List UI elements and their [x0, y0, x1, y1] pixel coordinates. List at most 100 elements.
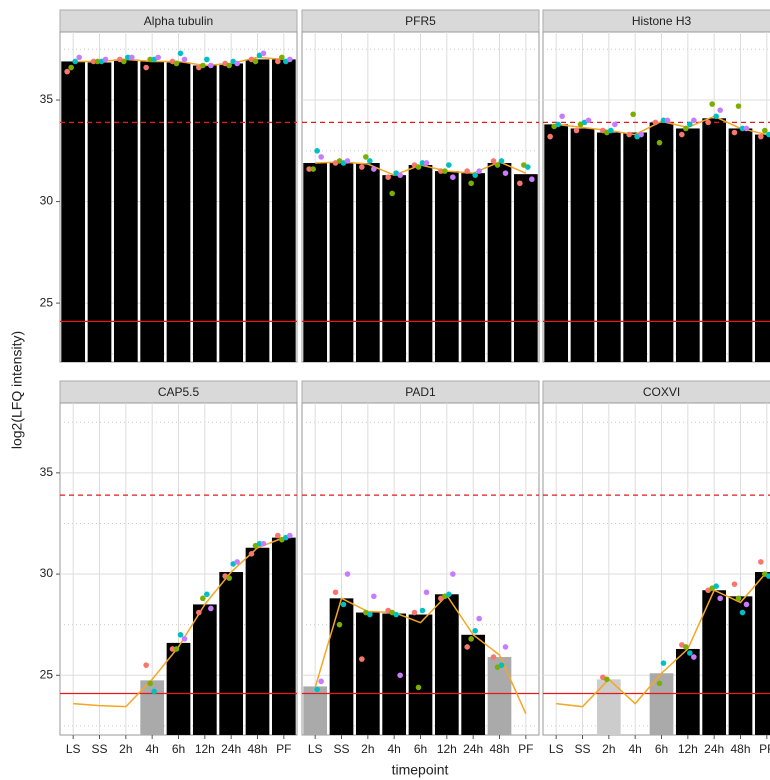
replicate-dot [547, 133, 553, 140]
replicate-dot [208, 62, 214, 69]
replicate-dot [419, 160, 426, 166]
bar [61, 61, 86, 362]
bar [675, 128, 700, 362]
panel-title: PAD1 [405, 385, 436, 399]
replicate-dot [76, 54, 82, 61]
replicate-dot [585, 117, 592, 124]
replicate-dot [68, 64, 74, 71]
replicate-dot [604, 676, 610, 683]
replicate-dot [371, 166, 377, 172]
replicate-dot [226, 62, 232, 69]
x-tick-label: 6h [655, 742, 668, 756]
bar [271, 537, 296, 735]
bar [570, 128, 595, 362]
bar [382, 175, 407, 362]
replicate-dot [691, 117, 697, 124]
bar [702, 590, 727, 735]
replicate-dot [731, 581, 738, 587]
replicate-dot [147, 680, 153, 687]
replicate-dot [94, 58, 101, 65]
bar [649, 673, 674, 735]
x-tick-label: 2h [602, 742, 615, 756]
y-tick-label: 30 [40, 566, 54, 580]
x-tick-label: PF [276, 742, 291, 756]
replicate-dot [415, 164, 422, 170]
bar [87, 62, 112, 362]
x-tick-label: 12h [678, 742, 698, 756]
bar [623, 132, 648, 362]
replicate-dot [314, 686, 320, 693]
replicate-dot [717, 595, 723, 602]
replicate-dot [234, 60, 240, 67]
replicate-dot [344, 571, 351, 577]
replicate-dot [287, 532, 293, 539]
replicate-dot [735, 595, 742, 602]
replicate-dot [498, 158, 505, 164]
replicate-dot [656, 139, 663, 146]
bar [408, 614, 433, 735]
replicate-dot [310, 166, 316, 172]
x-tick-label: 4h [628, 742, 641, 756]
replicate-dot [766, 573, 770, 579]
replicate-dot [385, 174, 391, 180]
y-tick-label: 25 [40, 295, 54, 309]
bar [675, 648, 700, 735]
replicate-dot [359, 164, 365, 170]
x-tick-label: LS [308, 742, 323, 756]
replicate-dot [177, 631, 184, 638]
x-tick-label: 24h [704, 742, 724, 756]
replicate-dot [143, 662, 149, 668]
replicate-dot [766, 131, 770, 138]
replicate-dot [363, 154, 369, 160]
panel-title: PFR5 [405, 14, 436, 28]
bar [487, 162, 512, 362]
replicate-dot [181, 56, 188, 63]
x-tick-label: SS [91, 742, 107, 756]
bar [303, 162, 328, 362]
replicate-dot [739, 125, 746, 132]
replicate-dot [687, 121, 693, 128]
replicate-dot [739, 609, 746, 616]
replicate-dot [679, 131, 685, 138]
replicate-dot [275, 58, 281, 65]
replicate-dot [90, 58, 97, 65]
replicate-dot [336, 621, 343, 628]
replicate-dot [758, 133, 764, 140]
replicate-dot [652, 119, 659, 126]
replicate-dot [279, 54, 285, 61]
replicate-dot [411, 609, 418, 616]
replicate-dot [389, 190, 395, 197]
replicate-dot [332, 589, 339, 596]
replicate-dot [102, 56, 109, 63]
replicate-dot [344, 158, 351, 164]
bar [754, 572, 770, 735]
replicate-dot [173, 646, 180, 652]
replicate-dot [717, 107, 723, 113]
replicate-dot [442, 168, 448, 174]
bar [245, 59, 270, 363]
replicate-dot [687, 650, 693, 656]
replicate-dot [125, 54, 131, 61]
bar [728, 596, 753, 735]
replicate-dot [559, 113, 565, 120]
replicate-dot [397, 172, 403, 178]
replicate-dot [555, 121, 561, 128]
replicate-dot [147, 56, 153, 63]
replicate-dot [525, 164, 531, 170]
replicate-dot [743, 601, 750, 608]
replicate-dot [359, 656, 365, 662]
replicate-dot [423, 160, 430, 166]
x-tick-label: 48h [247, 742, 267, 756]
x-tick-label: PF [518, 742, 533, 756]
x-tick-label: 4h [145, 742, 158, 756]
replicate-dot [656, 680, 663, 687]
x-tick-label: LS [549, 742, 564, 756]
replicate-dot [318, 154, 324, 160]
replicate-dot [502, 170, 509, 176]
bar [461, 173, 486, 362]
replicate-dot [208, 605, 214, 612]
replicate-dot [200, 62, 206, 69]
replicate-dot [200, 595, 206, 602]
y-axis-label: log2(LFQ intensity) [9, 331, 25, 449]
bar [382, 613, 407, 735]
